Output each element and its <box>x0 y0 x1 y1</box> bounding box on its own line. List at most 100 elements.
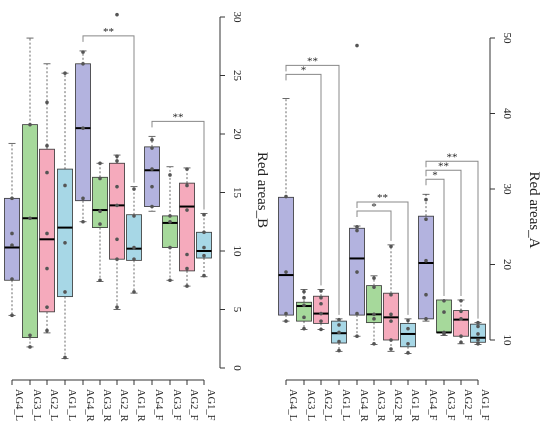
data-point <box>45 305 49 309</box>
data-point <box>372 312 376 317</box>
data-point <box>81 219 85 224</box>
box-ag3-r <box>92 161 108 283</box>
data-point <box>319 301 323 306</box>
data-point <box>185 183 189 188</box>
box-ag2-f <box>453 298 469 345</box>
significance-bracket: ** <box>425 151 479 319</box>
box-ag4-r <box>349 43 365 339</box>
data-point <box>284 194 288 199</box>
box-body <box>126 214 142 261</box>
data-point <box>355 228 359 233</box>
data-point <box>168 219 172 224</box>
data-point <box>319 319 323 323</box>
value-tick-label: 30 <box>231 12 243 24</box>
data-point <box>476 332 480 336</box>
significance-label: ** <box>438 160 449 172</box>
data-point <box>98 278 102 283</box>
value-tick-label: 25 <box>231 70 243 82</box>
data-point <box>150 146 154 150</box>
data-point <box>28 333 32 338</box>
value-tick-label: 10 <box>231 246 243 258</box>
data-point <box>10 243 14 247</box>
box-body <box>39 148 55 313</box>
data-point <box>115 184 119 189</box>
data-point <box>150 167 154 171</box>
box-ag1-r <box>400 318 416 355</box>
data-point <box>424 317 428 321</box>
value-tick-label: 50 <box>501 33 513 45</box>
significance-bracket: ** <box>356 192 409 315</box>
data-point <box>63 290 67 294</box>
data-point <box>372 285 376 289</box>
value-tick-label: 10 <box>501 335 513 347</box>
data-point <box>302 295 306 300</box>
data-point <box>284 270 288 274</box>
data-point <box>459 340 463 345</box>
category-tick-label: AG2_L <box>322 389 333 421</box>
data-point <box>115 305 119 309</box>
data-point <box>81 196 85 201</box>
outlier-point <box>355 43 359 48</box>
significance-label: * <box>301 64 307 76</box>
data-point <box>389 338 393 342</box>
data-point <box>284 319 288 323</box>
data-point <box>81 62 85 66</box>
panel-b-red-areas-b: 0 5 10 15 20 25 30 Red areas_B AG4_L AG3_L AG2_L AG… <box>4 12 270 422</box>
data-point <box>424 217 428 221</box>
data-point <box>132 214 136 218</box>
data-point <box>424 197 428 202</box>
data-point <box>98 161 102 166</box>
data-point <box>319 327 323 332</box>
significance-bracket: * <box>356 201 392 241</box>
data-point <box>442 310 446 314</box>
data-point <box>132 257 136 261</box>
box-body <box>57 168 73 298</box>
category-tick-label: AG1_L <box>66 389 77 421</box>
category-tick-label: AG3_R <box>375 389 386 422</box>
category-tick-label: AG3_L <box>31 389 42 421</box>
box-body <box>313 295 329 324</box>
significance-label: ** <box>377 192 388 204</box>
data-point <box>284 311 288 316</box>
data-point <box>476 338 480 342</box>
data-point <box>424 292 428 297</box>
category-tick-label: AG2_R <box>118 389 129 422</box>
data-point <box>442 330 446 335</box>
category-tick-label: AG1_F <box>205 389 216 421</box>
data-point <box>185 167 189 171</box>
data-point <box>168 278 172 283</box>
box-ag4-f <box>418 193 434 322</box>
data-point <box>132 290 136 294</box>
data-point <box>337 348 341 353</box>
data-point <box>202 253 206 258</box>
category-tick-label: AG2_F <box>188 389 199 421</box>
box-body <box>75 63 91 202</box>
bracket-line <box>356 201 409 315</box>
category-tick-label: AG4_L <box>287 389 298 421</box>
data-point <box>459 317 463 321</box>
data-point <box>98 176 102 181</box>
box-ag3-f <box>436 298 452 336</box>
box-body <box>179 182 195 272</box>
data-point <box>372 317 376 321</box>
category-tick-label: AG2_R <box>392 389 403 422</box>
bracket-line <box>82 35 135 183</box>
data-point <box>355 270 359 274</box>
data-point <box>337 339 341 344</box>
data-point <box>115 154 119 159</box>
box-body <box>453 310 469 337</box>
data-point <box>45 328 49 333</box>
significance-label: * <box>371 201 377 213</box>
data-point <box>150 138 154 142</box>
category-tick-label: AG3_F <box>445 389 456 421</box>
data-point <box>45 100 49 105</box>
data-point <box>389 292 393 297</box>
data-point <box>168 245 172 250</box>
data-point <box>319 311 323 316</box>
data-point <box>406 318 410 323</box>
box-ag2-r <box>109 12 125 310</box>
data-point <box>202 230 206 235</box>
data-point <box>45 143 49 148</box>
box-body <box>109 162 125 260</box>
